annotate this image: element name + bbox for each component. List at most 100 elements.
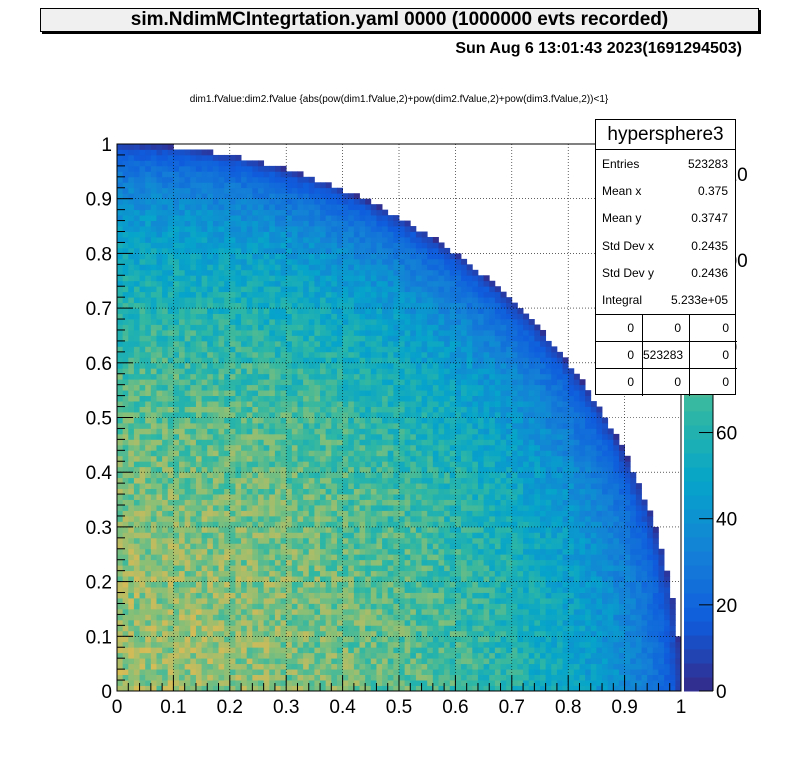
heatmap-cell	[241, 308, 248, 314]
heatmap-cell	[359, 647, 366, 654]
heatmap-cell	[399, 236, 406, 243]
heatmap-cell	[167, 286, 174, 293]
heatmap-cell	[269, 362, 276, 369]
heatmap-cell	[195, 625, 202, 632]
heatmap-cell	[342, 641, 349, 648]
heatmap-cell	[353, 329, 360, 336]
heatmap-cell	[387, 592, 394, 599]
heatmap-cell	[218, 669, 225, 675]
heatmap-cell	[263, 559, 270, 566]
heatmap-cell	[173, 674, 180, 681]
heatmap-cell	[133, 614, 140, 621]
heatmap-cell	[348, 406, 355, 413]
heatmap-cell	[325, 652, 332, 659]
heatmap-cell	[269, 548, 276, 555]
heatmap-cell	[376, 286, 383, 293]
heatmap-cell	[241, 395, 248, 402]
heatmap-cell	[212, 576, 219, 582]
heatmap-cell	[145, 346, 152, 353]
heatmap-cell	[336, 587, 343, 593]
heatmap-cell	[353, 647, 360, 654]
heatmap-cell	[320, 543, 327, 550]
heatmap-cell	[224, 581, 231, 588]
heatmap-cell	[359, 269, 366, 276]
heatmap-cell	[274, 231, 281, 238]
heatmap-cell	[173, 641, 180, 648]
heatmap-cell	[156, 499, 163, 506]
heatmap-cell	[235, 630, 242, 637]
heatmap-cell	[297, 198, 304, 205]
heatmap-cell	[258, 198, 265, 205]
heatmap-cell	[331, 384, 338, 391]
heatmap-cell	[342, 226, 349, 232]
heatmap-cell	[393, 433, 400, 440]
heatmap-cell	[280, 406, 287, 413]
heatmap-cell	[207, 412, 214, 418]
heatmap-cell	[325, 505, 332, 511]
heatmap-cell	[229, 324, 236, 331]
heatmap-cell	[331, 319, 338, 325]
heatmap-cell	[280, 242, 287, 249]
heatmap-cell	[387, 401, 394, 407]
heatmap-cell	[370, 647, 377, 654]
heatmap-cell	[280, 357, 287, 364]
heatmap-cell	[241, 204, 248, 211]
heatmap-cell	[303, 242, 310, 249]
heatmap-cell	[269, 198, 276, 205]
heatmap-cell	[325, 488, 332, 495]
heatmap-cell	[218, 335, 225, 342]
heatmap-cell	[133, 581, 140, 588]
heatmap-cell	[156, 428, 163, 435]
heatmap-cell	[195, 176, 202, 183]
heatmap-cell	[229, 351, 236, 358]
heatmap-cell	[179, 198, 186, 205]
heatmap-cell	[212, 269, 219, 276]
heatmap-cell	[184, 291, 191, 298]
heatmap-cell	[342, 554, 349, 561]
heatmap-cell	[246, 313, 253, 320]
heatmap-cell	[399, 269, 406, 276]
heatmap-cell	[162, 165, 169, 172]
heatmap-cell	[370, 652, 377, 659]
heatmap-cell	[359, 598, 366, 604]
heatmap-cell	[235, 483, 242, 490]
heatmap-cell	[399, 308, 406, 314]
heatmap-cell	[263, 335, 270, 342]
heatmap-cell	[252, 247, 259, 254]
heatmap-cell	[207, 663, 214, 670]
heatmap-cell	[258, 532, 265, 539]
heatmap-cell	[162, 171, 169, 178]
heatmap-cell	[179, 625, 186, 632]
heatmap-cell	[212, 592, 219, 599]
heatmap-cell	[252, 280, 259, 287]
heatmap-cell	[325, 515, 332, 522]
heatmap-cell	[241, 422, 248, 429]
heatmap-cell	[258, 499, 265, 506]
heatmap-cell	[207, 614, 214, 621]
heatmap-cell	[325, 570, 332, 577]
heatmap-cell	[150, 581, 157, 588]
heatmap-cell	[241, 417, 248, 424]
heatmap-cell	[218, 198, 225, 205]
heatmap-cell	[303, 505, 310, 511]
heatmap-cell	[224, 466, 231, 473]
heatmap-cell	[224, 477, 231, 484]
heatmap-cell	[173, 592, 180, 599]
heatmap-cell	[263, 412, 270, 418]
heatmap-cell	[195, 472, 202, 479]
heatmap-cell	[348, 384, 355, 391]
heatmap-cell	[263, 231, 270, 238]
heatmap-cell	[320, 264, 327, 271]
heatmap-cell	[150, 428, 157, 435]
heatmap-cell	[297, 472, 304, 479]
heatmap-cell	[179, 532, 186, 539]
heatmap-cell	[365, 319, 372, 325]
heatmap-cell	[314, 379, 321, 386]
heatmap-cell	[195, 603, 202, 610]
heatmap-cell	[314, 329, 321, 336]
heatmap-cell	[399, 291, 406, 298]
heatmap-cell	[145, 171, 152, 178]
heatmap-cell	[274, 543, 281, 550]
heatmap-cell	[291, 253, 298, 260]
heatmap-cell	[286, 526, 293, 533]
